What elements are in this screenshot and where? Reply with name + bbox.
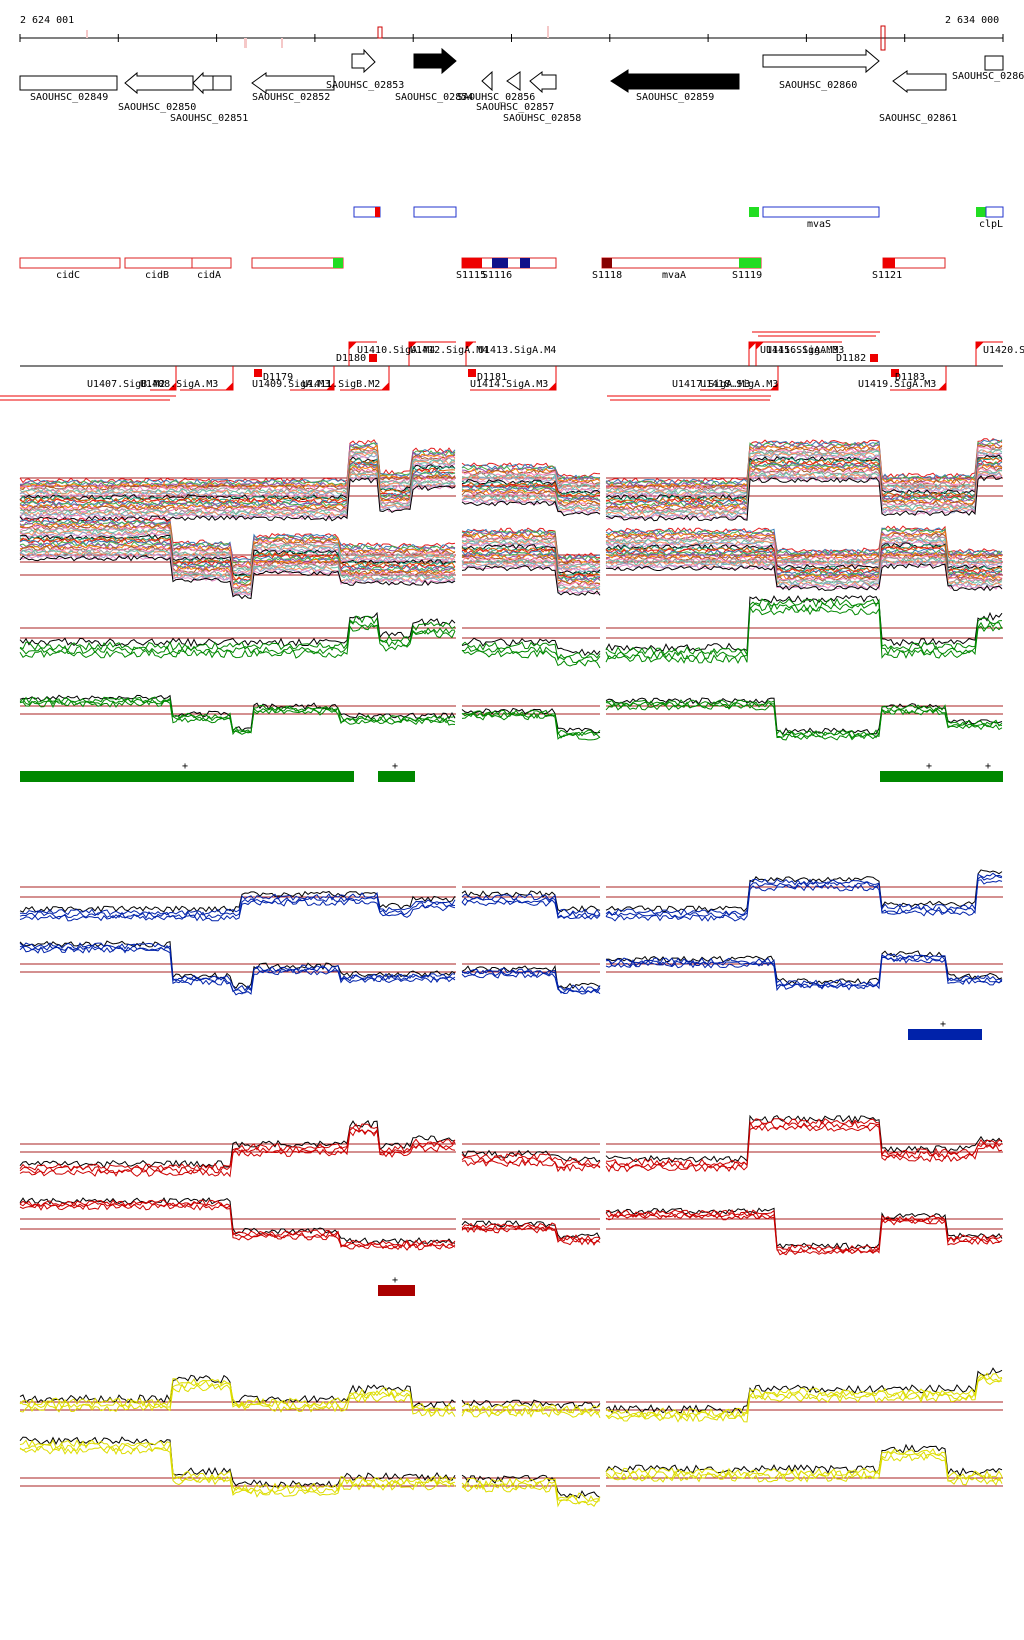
svg-text:S1115: S1115 <box>456 270 486 281</box>
svg-text:SAOUHSC_02858: SAOUHSC_02858 <box>503 113 581 124</box>
svg-text:U1407.SigB.M2: U1407.SigB.M2 <box>87 379 165 390</box>
svg-text:S1119: S1119 <box>732 270 762 281</box>
svg-text:SAOUHSC_02856: SAOUHSC_02856 <box>457 92 535 103</box>
gene-saouhsc-02860[interactable]: SAOUHSC_02860 <box>762 48 880 91</box>
svg-text:U1419.SigA.M3: U1419.SigA.M3 <box>858 379 936 390</box>
svg-text:+: + <box>985 761 991 772</box>
feature-label-mvas: mvaS <box>807 219 831 230</box>
svg-text:U1408.SigA.M3: U1408.SigA.M3 <box>140 379 218 390</box>
svg-text:SAOUHSC_02862: SAOUHSC_02862 <box>952 71 1024 82</box>
svg-text:SAOUHSC_02860: SAOUHSC_02860 <box>779 80 857 91</box>
regulation-track: U1410.SigA.M4 U1412.SigA.M4 U1413.SigA.M… <box>0 331 1024 401</box>
svg-text:+: + <box>926 761 932 772</box>
gene-saouhsc-02857[interactable]: SAOUHSC_02857 <box>476 71 554 113</box>
coordinate-ruler: 2 624 001 2 634 000 <box>19 15 1004 51</box>
svg-text:+: + <box>392 1275 398 1286</box>
svg-text:SAOUHSC_02851: SAOUHSC_02851 <box>170 113 248 124</box>
gene-saouhsc-02850[interactable]: SAOUHSC_02850 <box>118 71 196 113</box>
svg-text:U1417.SigA.M3: U1417.SigA.M3 <box>672 379 750 390</box>
gene-saouhsc-02851[interactable]: SAOUHSC_02851 <box>170 71 248 124</box>
svg-text:SAOUHSC_02861: SAOUHSC_02861 <box>879 113 957 124</box>
ruler-end-label: 2 634 000 <box>945 15 999 26</box>
svg-text:D1180: D1180 <box>336 353 366 364</box>
svg-text:U1410.SigA.M4: U1410.SigA.M4 <box>357 345 435 356</box>
svg-text:U1412.SigA.M4: U1412.SigA.M4 <box>410 345 488 356</box>
svg-text:cidB: cidB <box>145 270 169 281</box>
svg-text:+: + <box>940 1019 946 1030</box>
svg-text:D1179: D1179 <box>263 372 293 383</box>
svg-text:+: + <box>392 761 398 772</box>
svg-text:cidA: cidA <box>197 270 221 281</box>
gene-saouhsc-02854[interactable]: SAOUHSC_02854 <box>395 47 473 103</box>
svg-text:SAOUHSC_02849: SAOUHSC_02849 <box>30 92 108 103</box>
svg-text:U1413.SigA.M4: U1413.SigA.M4 <box>478 345 556 356</box>
gene-saouhsc-02849[interactable]: SAOUHSC_02849 <box>19 75 118 103</box>
svg-text:SAOUHSC_02853: SAOUHSC_02853 <box>326 80 404 91</box>
svg-text:U1416.SigA.M3: U1416.SigA.M3 <box>766 345 844 356</box>
gene-saouhsc-02856[interactable]: SAOUHSC_02856 <box>457 70 535 103</box>
gene-track: SAOUHSC_02849 SAOUHSC_02850 SAOUHSC_0285… <box>19 47 1024 124</box>
svg-text:SAOUHSC_02854: SAOUHSC_02854 <box>395 92 473 103</box>
svg-text:+: + <box>182 761 188 772</box>
svg-text:S1116: S1116 <box>482 270 512 281</box>
gene-saouhsc-02858[interactable]: SAOUHSC_02858 <box>503 71 581 124</box>
feature-label-clpl: clpL <box>979 219 1003 230</box>
svg-text:SAOUHSC_02850: SAOUHSC_02850 <box>118 102 196 113</box>
svg-text:S1121: S1121 <box>872 270 902 281</box>
minus-strand-features: cidC cidB cidA S1115 S1116 S1118 mvaA S1… <box>19 257 946 281</box>
gene-saouhsc-02852[interactable]: SAOUHSC_02852 <box>251 72 335 103</box>
expression-profiles <box>19 438 1003 1508</box>
svg-text:D1181: D1181 <box>477 372 507 383</box>
svg-text:S1118: S1118 <box>592 270 622 281</box>
svg-text:U1418.SigA.M3: U1418.SigA.M3 <box>700 379 778 390</box>
svg-text:cidC: cidC <box>56 270 80 281</box>
svg-text:U1420.SigA.M3: U1420.SigA.M3 <box>983 345 1024 356</box>
gene-saouhsc-02859[interactable]: SAOUHSC_02859 <box>610 69 740 103</box>
ruler-start-label: 2 624 001 <box>20 15 74 26</box>
svg-text:mvaA: mvaA <box>662 270 686 281</box>
gene-saouhsc-02861[interactable]: SAOUHSC_02861 <box>879 70 957 124</box>
svg-text:D1182: D1182 <box>836 353 866 364</box>
svg-text:U1409.SigA.M3: U1409.SigA.M3 <box>252 379 330 390</box>
svg-text:U1411.SigB.M2: U1411.SigB.M2 <box>302 379 380 390</box>
plus-strand-features: mvaS clpL <box>353 206 1004 230</box>
svg-text:U1414.SigA.M3: U1414.SigA.M3 <box>470 379 548 390</box>
svg-text:SAOUHSC_02852: SAOUHSC_02852 <box>252 92 330 103</box>
svg-text:SAOUHSC_02859: SAOUHSC_02859 <box>636 92 714 103</box>
segment-bars: + + + + + + <box>20 761 1003 1296</box>
gene-saouhsc-02853[interactable]: SAOUHSC_02853 <box>326 48 404 91</box>
svg-text:U1415.SigA.M3: U1415.SigA.M3 <box>760 345 838 356</box>
gene-saouhsc-02862[interactable]: SAOUHSC_02862 <box>952 55 1024 82</box>
svg-text:D1183: D1183 <box>895 372 925 383</box>
svg-text:SAOUHSC_02857: SAOUHSC_02857 <box>476 102 554 113</box>
